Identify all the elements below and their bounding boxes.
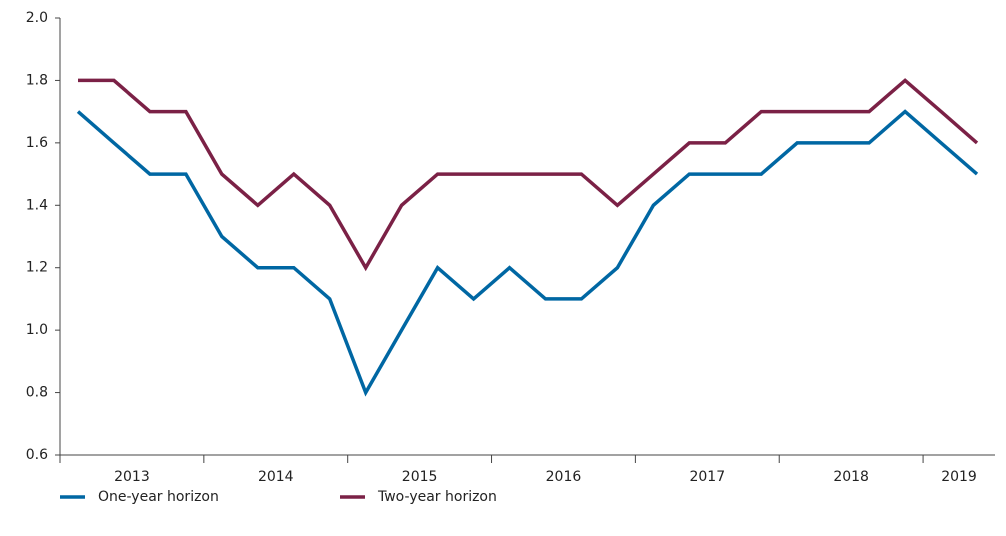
x-tick-label: 2014	[258, 469, 294, 485]
y-tick-label: 1.6	[26, 135, 48, 151]
y-tick-label: 2.0	[26, 10, 48, 26]
x-tick-label: 2016	[546, 469, 582, 485]
y-tick-label: 1.2	[26, 260, 48, 276]
x-tick-label: 2018	[833, 469, 869, 485]
legend-label: Two-year horizon	[377, 489, 497, 505]
x-tick-label: 2015	[402, 469, 438, 485]
series-line	[78, 78, 979, 272]
y-tick-label: 1.4	[26, 197, 48, 213]
legend-label: One-year horizon	[98, 489, 219, 505]
series-line	[76, 109, 979, 397]
x-tick-label: 2017	[689, 469, 725, 485]
y-tick-label: 1.0	[26, 322, 48, 338]
y-tick-label: 1.8	[26, 72, 48, 88]
x-tick-label: 2013	[114, 469, 150, 485]
x-tick-label: 2019	[941, 469, 977, 485]
y-tick-label: 0.6	[26, 447, 48, 463]
y-tick-label: 0.8	[26, 385, 48, 401]
